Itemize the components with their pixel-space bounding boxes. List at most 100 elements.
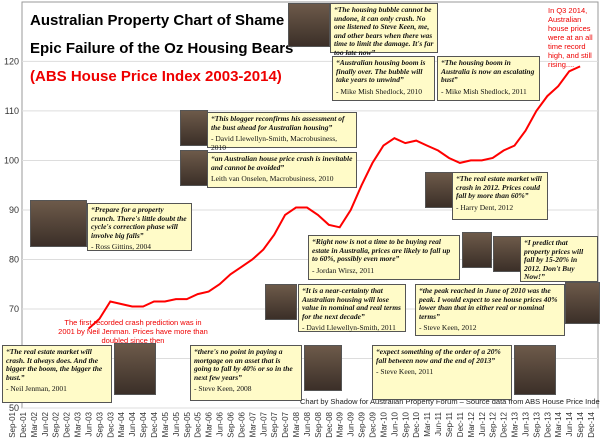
x-tick-label: Sep-08 <box>314 411 323 437</box>
note: The first recorded crash prediction was … <box>58 318 208 345</box>
quote-author: - Ross Gittins, 2004 <box>91 242 152 251</box>
x-tick-label: Mar-13 <box>511 411 520 437</box>
x-tick-label: Jun-14 <box>565 411 574 436</box>
y-tick-label: 120 <box>4 56 19 66</box>
quote-box: “The housing boom in Australia is now an… <box>437 56 540 101</box>
photo <box>425 172 453 208</box>
credit: Chart by Shadow for Australian Property … <box>300 397 600 406</box>
quote-text: “The housing bubble cannot be undone, it… <box>334 5 434 57</box>
quote-author: - Harry Dent, 2012 <box>456 202 514 212</box>
x-tick-label: Jun-09 <box>347 411 356 436</box>
quote-box: “the peak reached in June of 2010 was th… <box>415 284 565 336</box>
x-tick-label: Sep-02 <box>52 411 61 437</box>
quote-author: - Mike Mish Shedlock, 2011 <box>441 86 527 96</box>
photo <box>493 236 521 272</box>
x-tick-label: Jun-03 <box>84 411 93 436</box>
x-tick-label: Mar-02 <box>30 411 39 437</box>
quote-text: “Right now is not a time to be buying re… <box>312 237 451 263</box>
x-tick-label: Mar-10 <box>379 411 388 437</box>
quote-box: “The real estate market will crash in 20… <box>452 172 548 220</box>
photo <box>462 232 492 268</box>
x-tick-label: Jun-13 <box>521 411 530 436</box>
x-tick-label: Jun-07 <box>259 411 268 436</box>
x-tick-label: Mar-03 <box>74 411 83 437</box>
title: Australian Property Chart of Shame <box>30 12 285 29</box>
x-tick-label: Sep-04 <box>139 411 148 437</box>
x-tick-label: Mar-04 <box>117 411 126 437</box>
x-tick-label: Sep-06 <box>226 411 235 437</box>
quote-author: - Jordan Wirsz, 2011 <box>312 265 375 275</box>
quote-box: “This blogger reconfirms his assessment … <box>207 112 357 151</box>
photo <box>304 345 342 391</box>
x-tick-label: Jun-12 <box>478 411 487 436</box>
quote-text: “the peak reached in June of 2010 was th… <box>419 286 558 321</box>
photo <box>265 284 297 320</box>
x-tick-label: Jun-11 <box>434 411 443 435</box>
x-tick-label: Dec-06 <box>237 411 246 437</box>
quote-author: - David Llewellyn-Smith, 2011 <box>302 323 396 332</box>
x-tick-label: Jun-08 <box>303 411 312 436</box>
photo <box>288 3 330 47</box>
x-tick-label: Mar-06 <box>205 411 214 437</box>
x-tick-label: Mar-11 <box>423 411 432 436</box>
x-tick-label: Dec-12 <box>500 411 509 437</box>
subtitle: (ABS House Price Index 2003-2014) <box>30 68 282 85</box>
quote-text: “expect something of the order of a 20% … <box>376 347 501 365</box>
x-tick-label: Mar-05 <box>161 411 170 437</box>
quote-text: “Prepare for a property crunch. There's … <box>91 205 187 240</box>
quote-text: “This blogger reconfirms his assessment … <box>211 114 345 132</box>
quote-text: “The housing boom in Australia is now an… <box>441 58 535 84</box>
x-tick-label: Sep-07 <box>270 411 279 437</box>
x-tick-label: Sep-14 <box>576 411 585 437</box>
x-tick-label: Dec-11 <box>456 411 465 437</box>
y-tick-label: 80 <box>9 254 19 264</box>
x-tick-label: Sep-05 <box>183 411 192 437</box>
quote-author: - David Llewellyn-Smith, Macrobusiness, … <box>211 134 338 152</box>
x-tick-label: Dec-01 <box>19 411 28 437</box>
quote-box: “Prepare for a property crunch. There's … <box>87 203 192 251</box>
x-tick-label: Jun-04 <box>128 411 137 436</box>
photo <box>514 345 556 395</box>
quote-box: “expect something of the order of a 20% … <box>372 345 512 400</box>
x-tick-label: Sep-13 <box>532 411 541 437</box>
quote-box: “Right now is not a time to be buying re… <box>308 235 460 280</box>
photo <box>30 200 87 247</box>
photo <box>565 282 600 324</box>
quote-author: Leith van Onselen, Macrobusiness, 2010 <box>211 174 334 183</box>
x-tick-label: Mar-07 <box>248 411 257 437</box>
y-tick-label: 90 <box>9 205 19 215</box>
x-tick-label: Dec-04 <box>150 411 159 437</box>
x-tick-label: Jun-05 <box>172 411 181 436</box>
quote-text: “an Australian house price crash is inev… <box>211 154 353 172</box>
x-tick-label: Sep-12 <box>489 411 498 437</box>
quote-box: “I predict that property prices will fal… <box>520 236 598 292</box>
x-tick-label: Jun-10 <box>390 411 399 436</box>
y-tick-label: 100 <box>4 155 19 165</box>
x-tick-label: Dec-05 <box>194 411 203 437</box>
x-tick-label: Sep-10 <box>401 411 410 437</box>
x-tick-label: Dec-03 <box>106 411 115 437</box>
x-tick-label: Jun-02 <box>41 411 50 436</box>
x-tick-label: Dec-13 <box>543 411 552 437</box>
x-tick-label: Mar-14 <box>554 411 563 437</box>
x-tick-label: Sep-11 <box>445 411 454 437</box>
quote-box: “The real estate market will crash. It a… <box>2 345 112 403</box>
quote-box: “Australian housing boom is finally over… <box>332 56 435 101</box>
quote-text: “Australian housing boom is finally over… <box>336 58 426 84</box>
quote-author: - Neil Jenman, 2001 <box>6 384 67 393</box>
x-tick-label: Dec-14 <box>587 411 596 437</box>
quote-author: - Steve Keen, 2008 <box>194 384 252 393</box>
quote-box: “an Australian house price crash is inev… <box>207 152 357 188</box>
quote-text: “It is a near-certainty that Australian … <box>302 286 401 321</box>
quote-box: “It is a near-certainty that Australian … <box>298 284 406 332</box>
x-tick-label: Sep-09 <box>358 411 367 437</box>
x-tick-label: Jun-06 <box>216 411 225 436</box>
x-tick-label: Dec-10 <box>412 411 421 437</box>
y-tick-label: 70 <box>9 304 19 314</box>
quote-box: “there's no point in paying a mortgage o… <box>190 345 302 401</box>
note: In Q3 2014, Australian house prices were… <box>548 6 593 69</box>
quote-author: - Steve Keen, 2012 <box>419 323 477 332</box>
y-tick-label: 50 <box>9 403 19 413</box>
